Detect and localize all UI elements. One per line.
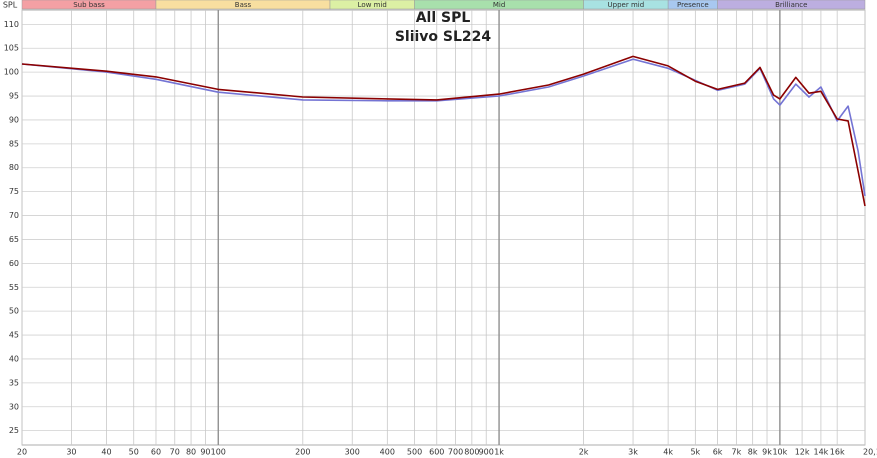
y-tick-label: 35 xyxy=(9,378,19,387)
x-tick-label: 500 xyxy=(407,448,422,457)
x-tick-label: 1k xyxy=(494,448,504,457)
x-tick-label: 900 xyxy=(479,448,494,457)
chart-title: All SPL xyxy=(416,10,471,26)
y-tick-label: 25 xyxy=(9,426,19,435)
x-tick-label: 300 xyxy=(345,448,360,457)
x-tick-label: 40 xyxy=(101,448,111,457)
x-tick-label: 200 xyxy=(295,448,310,457)
x-tick-label: 800 xyxy=(464,448,479,457)
x-tick-label: 80 xyxy=(186,448,196,457)
plot-area xyxy=(21,9,866,446)
x-tick-label: 4k xyxy=(663,448,673,457)
chart-subtitle: Sliivo SL224 xyxy=(395,29,492,45)
band-label: Sub bass xyxy=(73,1,105,9)
plot-layer xyxy=(21,55,866,207)
x-tick-label: 16k xyxy=(830,448,845,457)
x-tick-label: 7k xyxy=(732,448,742,457)
x-tick-label: 12k xyxy=(795,448,810,457)
y-tick-label: 75 xyxy=(9,187,19,196)
x-tick-label: 70 xyxy=(170,448,180,457)
x-tick-label: 8k xyxy=(748,448,758,457)
y-axis-label: SPL xyxy=(3,1,18,10)
y-tick-label: 80 xyxy=(9,163,19,172)
y-tick-label: 90 xyxy=(9,115,19,124)
y-tick-label: 105 xyxy=(4,44,19,53)
x-tick-label: 2k xyxy=(579,448,589,457)
y-tick-label: 65 xyxy=(9,235,19,244)
y-tick-label: 50 xyxy=(9,307,19,316)
band-label: Mid xyxy=(493,1,505,9)
band-label: Presence xyxy=(677,1,709,9)
x-tick-label: 9k xyxy=(762,448,772,457)
x-tick-label: 400 xyxy=(380,448,395,457)
x-tick-label: 60 xyxy=(151,448,161,457)
x-tick-label: 6k xyxy=(713,448,723,457)
band xyxy=(717,0,866,10)
x-tick-label: 5k xyxy=(690,448,700,457)
series-line xyxy=(21,55,866,207)
band-label: Upper mid xyxy=(608,1,645,9)
band-label: Brilliance xyxy=(775,1,807,9)
y-tick-label: 95 xyxy=(9,92,19,101)
x-tick-label: 30 xyxy=(66,448,76,457)
y-tick-label: 45 xyxy=(9,331,19,340)
x-tick-label: 20,1kHz xyxy=(863,448,877,457)
y-tick-label: 70 xyxy=(9,211,19,220)
x-tick-label: 50 xyxy=(129,448,139,457)
x-tick-label: 100 xyxy=(211,448,226,457)
y-tick-label: 110 xyxy=(4,20,19,29)
x-tick-label: 10k xyxy=(772,448,787,457)
band-label: Bass xyxy=(235,1,252,9)
y-tick-label: 40 xyxy=(9,354,19,363)
y-tick-label: 30 xyxy=(9,402,19,411)
x-tick-label: 700 xyxy=(448,448,463,457)
band-label: Low mid xyxy=(358,1,387,9)
x-tick-label: 90 xyxy=(200,448,210,457)
y-tick-label: 85 xyxy=(9,139,19,148)
x-tick-label: 600 xyxy=(429,448,444,457)
y-tick-label: 100 xyxy=(4,68,19,77)
grid-layer: Sub bass Bass Low mid Mid Upper mid Presence B… xyxy=(4,0,877,457)
y-tick-label: 60 xyxy=(9,259,19,268)
y-tick-label: 55 xyxy=(9,283,19,292)
x-tick-label: 3k xyxy=(628,448,638,457)
x-tick-label: 14k xyxy=(813,448,828,457)
x-tick-label: 20 xyxy=(17,448,27,457)
